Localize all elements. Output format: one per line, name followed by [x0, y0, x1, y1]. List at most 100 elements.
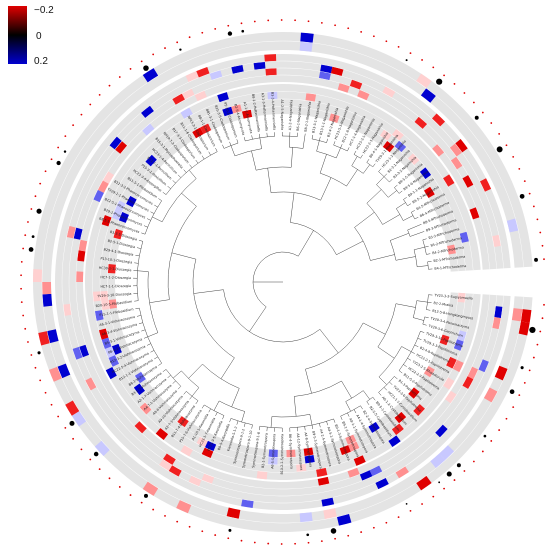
outer-black-dot [483, 434, 487, 438]
heatmap-cell [185, 71, 199, 83]
tree-branch [188, 363, 203, 379]
tree-arc [271, 414, 310, 418]
tree-branch [291, 147, 293, 168]
outer-red-dot [253, 541, 256, 544]
tree-arc [311, 138, 327, 143]
heatmap-cell [168, 465, 182, 477]
tree-branch [366, 401, 370, 406]
outer-red-dot [490, 122, 493, 124]
tree-branch [188, 169, 197, 179]
tree-branch [360, 405, 363, 410]
heatmap-cell [382, 140, 395, 153]
heatmap-cell [77, 250, 86, 262]
outer-red-dot [372, 526, 375, 529]
outer-red-dot [360, 531, 363, 533]
outer-black-dot [534, 257, 538, 262]
heatmap-cell [439, 334, 450, 346]
tree-branch [353, 150, 357, 155]
outer-red-dot [140, 60, 143, 63]
heatmap-cell [413, 403, 426, 417]
heatmap-cell [337, 82, 350, 93]
heatmap-cell [63, 303, 72, 316]
tree-branch [326, 138, 328, 143]
tree-branch [208, 408, 211, 413]
heatmap-cell [241, 109, 253, 119]
heatmap-rings [33, 32, 533, 533]
tree-leaf-label: B2-2-Mrakia [433, 301, 453, 308]
tree-branch [231, 388, 240, 407]
outer-red-dot [30, 354, 33, 356]
outer-red-dot [89, 103, 92, 106]
outer-red-dot [34, 366, 37, 369]
outer-red-dot [512, 406, 515, 409]
tree-branch [372, 163, 376, 168]
outer-red-dot [240, 539, 243, 542]
tree-branch [407, 358, 412, 361]
heatmap-cell [134, 421, 147, 434]
outer-red-dot [57, 146, 60, 149]
tree-arc [181, 370, 200, 388]
tree-branch [304, 133, 306, 138]
heatmap-cell [172, 93, 186, 105]
outer-red-dot [89, 458, 92, 461]
heatmap-cell [467, 366, 479, 380]
tree-branch [136, 315, 141, 317]
outer-red-dot [334, 537, 337, 540]
heatmap-cell [321, 497, 335, 507]
outer-red-dot [98, 468, 101, 471]
tree-branch [251, 150, 257, 171]
tree-branch [293, 396, 297, 417]
outer-red-dot [536, 343, 539, 346]
tree-leaf-label: A6-5-Symmetrospora [270, 434, 276, 469]
outer-red-dot [280, 19, 283, 21]
outer-black-dot [179, 48, 182, 51]
tree-branches [133, 132, 433, 432]
outer-dot-ring [20, 19, 545, 545]
outer-red-dot [453, 83, 456, 85]
tree-branch [189, 396, 193, 400]
tree-branch [137, 270, 149, 272]
tree-arc [256, 166, 292, 171]
outer-red-dot [140, 501, 143, 504]
tree-branch [403, 197, 407, 200]
heatmap-cell [368, 422, 380, 434]
tree-branch [326, 421, 328, 426]
tree-branch [183, 169, 187, 173]
outer-red-dot [532, 356, 535, 359]
heatmap-cell [423, 186, 435, 198]
outer-black-dot [529, 326, 536, 334]
heatmap-cell [483, 387, 498, 403]
heatmap-cell [453, 339, 464, 351]
tree-branch [177, 174, 182, 178]
tree-branch [141, 232, 146, 235]
tree-branch [340, 416, 343, 420]
outer-black-dot [143, 65, 149, 71]
tree-branch [341, 380, 352, 399]
tree-branch [426, 253, 431, 255]
heatmap-cell [180, 444, 193, 457]
tree-branch [424, 316, 429, 319]
heatmap-cell [196, 66, 210, 78]
outer-red-dot [294, 19, 297, 22]
heatmap-cell [357, 89, 370, 101]
tree-leaf-label: HC30-1-1-Dioszegia [99, 266, 132, 273]
tree-branch [305, 369, 312, 394]
tree-leaf-label: B6-1-Naganishia [296, 103, 303, 130]
tree-branch [158, 198, 162, 201]
heatmap-cell [336, 513, 352, 526]
tree-branch [427, 261, 432, 263]
outer-red-dot [214, 534, 217, 536]
tree-branch [152, 216, 163, 223]
heatmap-cell [98, 328, 109, 340]
heatmap-cell [107, 264, 116, 274]
tree-branch [403, 364, 407, 367]
heatmap-cell [388, 435, 401, 448]
outer-red-dot [481, 111, 484, 114]
heatmap-cell [492, 316, 502, 330]
outer-red-dot [397, 45, 400, 48]
outer-red-dot [164, 47, 166, 49]
outer-red-dot [57, 415, 60, 418]
heatmap-cell [286, 449, 296, 458]
tree-branch [259, 137, 262, 149]
tree-arc [412, 300, 417, 318]
